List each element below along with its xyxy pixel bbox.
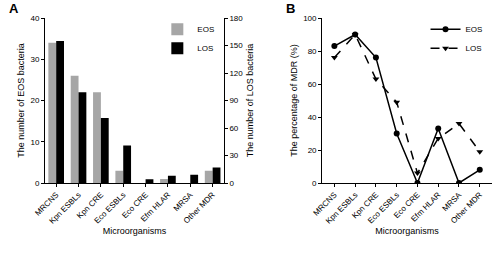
- svg-text:Microorganisms: Microorganisms: [103, 226, 167, 236]
- svg-text:40: 40: [30, 14, 39, 23]
- svg-text:LOS: LOS: [197, 44, 213, 53]
- svg-text:The number of EOS bacteria: The number of EOS bacteria: [16, 43, 26, 158]
- svg-text:Eco CRE: Eco CRE: [392, 190, 422, 220]
- svg-text:60: 60: [308, 80, 317, 89]
- svg-text:10: 10: [30, 138, 39, 147]
- svg-text:MRSA: MRSA: [172, 190, 195, 213]
- svg-text:Efm HLAR: Efm HLAR: [139, 190, 172, 223]
- svg-text:Eco CRE: Eco CRE: [120, 190, 150, 220]
- svg-text:A: A: [9, 1, 19, 16]
- svg-text:The number of LOS bacteria: The number of LOS bacteria: [245, 44, 255, 158]
- svg-text:Efm HLAR: Efm HLAR: [409, 190, 442, 223]
- svg-text:B: B: [286, 1, 295, 16]
- svg-text:Eco ESBLs: Eco ESBLs: [92, 190, 127, 225]
- svg-text:180: 180: [229, 14, 243, 23]
- svg-text:0: 0: [312, 179, 317, 188]
- svg-text:30: 30: [30, 55, 39, 64]
- svg-text:The percentage of MDR (%): The percentage of MDR (%): [289, 44, 299, 157]
- svg-text:Microorganisms: Microorganisms: [375, 226, 439, 236]
- svg-text:Other MDR: Other MDR: [182, 190, 217, 225]
- svg-text:40: 40: [308, 113, 317, 122]
- svg-text:MRSA: MRSA: [441, 190, 464, 213]
- svg-text:80: 80: [308, 47, 317, 56]
- svg-text:Other MDR: Other MDR: [449, 190, 484, 225]
- svg-text:EOS: EOS: [197, 25, 214, 34]
- svg-text:MRCNS: MRCNS: [312, 190, 339, 217]
- svg-text:120: 120: [229, 69, 243, 78]
- svg-text:0: 0: [35, 179, 40, 188]
- svg-text:Kpn ESBLs: Kpn ESBLs: [324, 190, 359, 225]
- svg-text:0: 0: [229, 179, 234, 188]
- svg-text:150: 150: [229, 41, 243, 50]
- svg-text:Kpn ESBLs: Kpn ESBLs: [47, 190, 82, 225]
- svg-text:LOS: LOS: [466, 44, 482, 53]
- svg-text:20: 20: [30, 96, 39, 105]
- svg-text:MRCNS: MRCNS: [33, 190, 60, 217]
- svg-text:20: 20: [308, 146, 317, 155]
- svg-text:100: 100: [303, 14, 317, 23]
- svg-text:Kpn CRE: Kpn CRE: [350, 190, 380, 220]
- svg-text:90: 90: [229, 96, 238, 105]
- svg-text:Eco ESBLs: Eco ESBLs: [366, 190, 401, 225]
- svg-text:30: 30: [229, 151, 238, 160]
- svg-text:EOS: EOS: [466, 25, 483, 34]
- svg-text:60: 60: [229, 124, 238, 133]
- svg-text:Kpn CRE: Kpn CRE: [75, 190, 105, 220]
